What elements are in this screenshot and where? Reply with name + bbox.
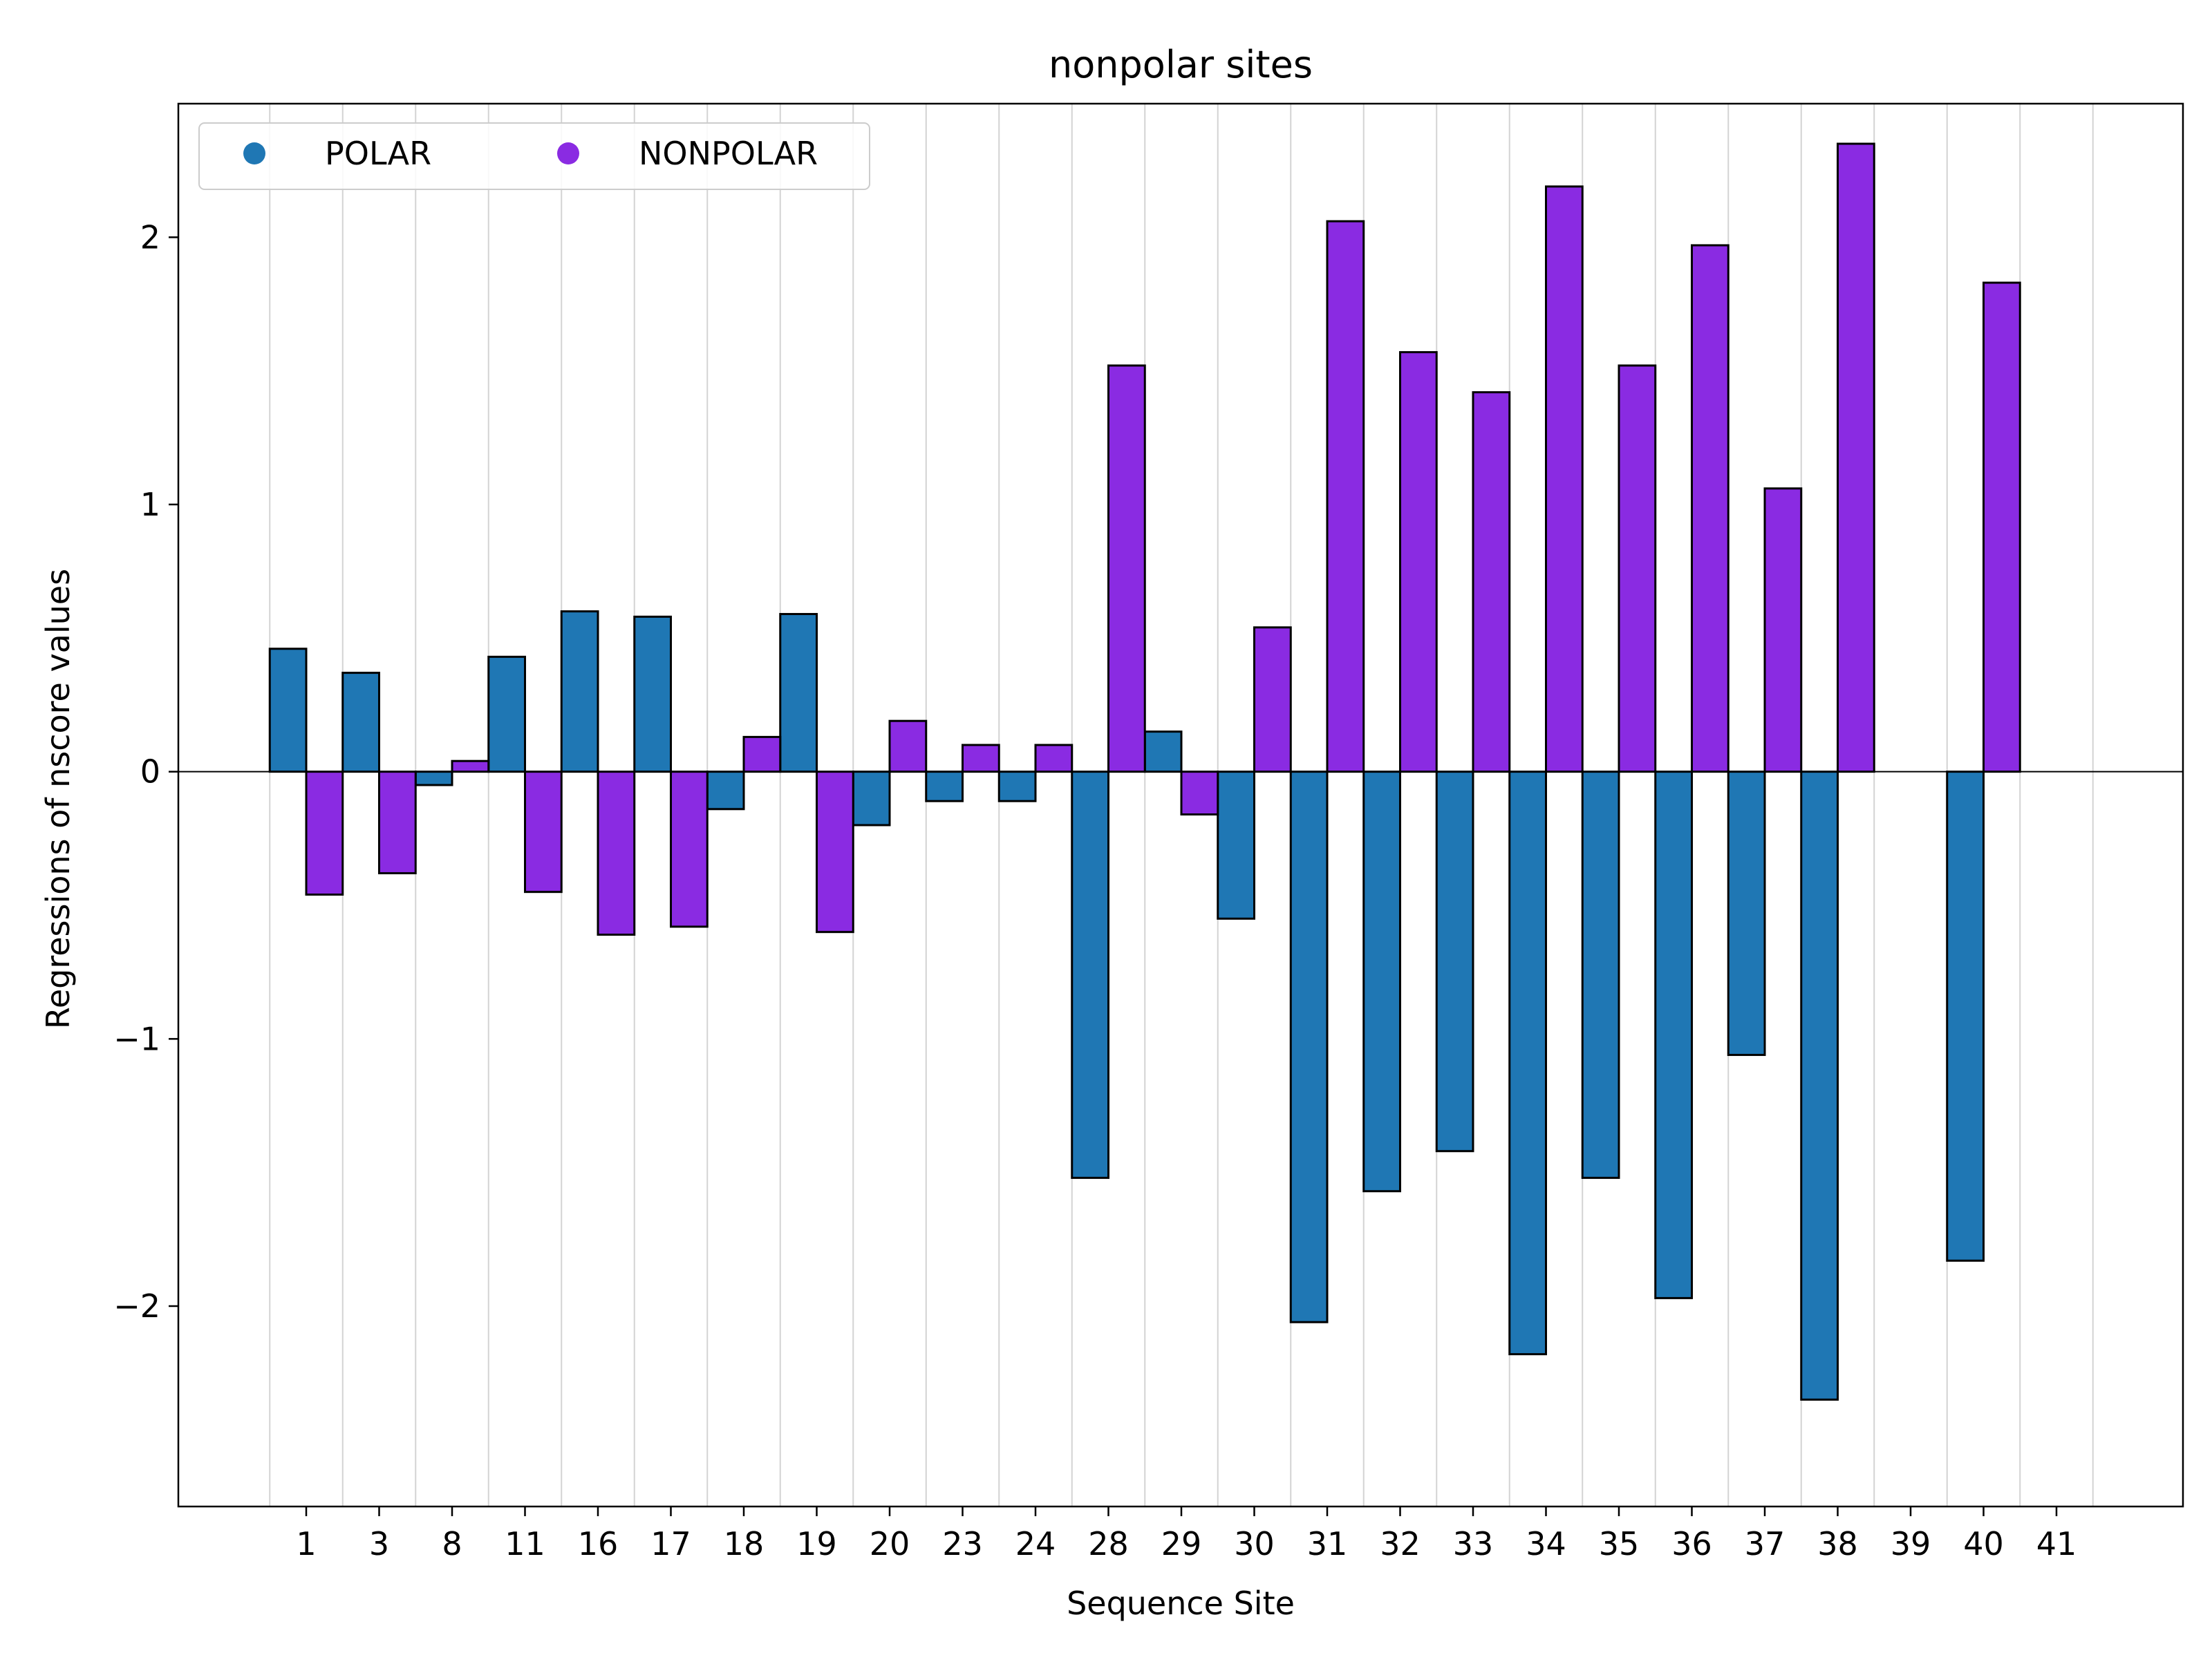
bar-polar-30	[1217, 771, 1255, 920]
x-tick-label: 33	[1453, 1525, 1494, 1562]
y-tick-label: −2	[113, 1287, 160, 1325]
bar-nonpolar-35	[1618, 364, 1657, 773]
x-tick-label: 20	[870, 1525, 910, 1562]
bar-nonpolar-37	[1763, 487, 1803, 773]
bar-polar-32	[1362, 771, 1401, 1193]
x-tick-label: 18	[724, 1525, 765, 1562]
bar-polar-38	[1800, 771, 1839, 1401]
bar-polar-20	[852, 771, 891, 827]
x-tick-label: 3	[369, 1525, 389, 1562]
bar-polar-24	[997, 771, 1037, 802]
bar-nonpolar-11	[524, 771, 563, 894]
bar-nonpolar-40	[1983, 281, 2021, 773]
bar-polar-40	[1946, 771, 1985, 1262]
ticks: 1 3 8 11 16 17 18 19 20 23 24 28 29 30 31 32 33 34 35 36 37 3…	[113, 218, 2077, 1562]
y-tick-label: 2	[140, 218, 160, 256]
x-tick-label: 17	[650, 1525, 691, 1562]
x-tick-label: 36	[1671, 1525, 1712, 1562]
chart-title: nonpolar sites	[1049, 43, 1313, 86]
bar-polar-11	[487, 655, 526, 773]
bar-polar-33	[1435, 771, 1474, 1153]
bar-nonpolar-17	[670, 771, 709, 928]
bar-polar-31	[1289, 771, 1329, 1323]
bar-nonpolar-24	[1034, 744, 1074, 773]
legend-label-nonpolar: NONPOLAR	[639, 135, 818, 172]
bar-polar-18	[706, 771, 745, 811]
x-tick-label: 40	[1963, 1525, 2004, 1562]
y-tick-label: 1	[140, 486, 160, 523]
bar-polar-34	[1508, 771, 1547, 1356]
bar-nonpolar-33	[1472, 391, 1511, 773]
bar-nonpolar-3	[378, 771, 417, 875]
x-tick-label: 35	[1599, 1525, 1640, 1562]
x-tick-label: 19	[796, 1525, 837, 1562]
y-tick-label: −1	[113, 1020, 160, 1057]
bar-nonpolar-36	[1691, 244, 1730, 773]
legend-marker-polar	[243, 142, 265, 164]
bar-polar-1	[268, 648, 308, 773]
bar-nonpolar-8	[451, 759, 490, 773]
x-tick-label: 30	[1234, 1525, 1275, 1562]
x-tick-label: 29	[1161, 1525, 1202, 1562]
bar-nonpolar-31	[1326, 220, 1365, 773]
legend-label-polar: POLAR	[325, 135, 431, 172]
bar-nonpolar-16	[597, 771, 636, 936]
bar-polar-3	[341, 672, 380, 773]
x-tick-label: 28	[1088, 1525, 1129, 1562]
bar-polar-23	[925, 771, 964, 802]
x-tick-label: 38	[1817, 1525, 1858, 1562]
bar-nonpolar-20	[888, 719, 928, 773]
x-tick-label: 41	[2036, 1525, 2077, 1562]
x-tick-label: 39	[1891, 1525, 1931, 1562]
x-axis-label: Sequence Site	[1067, 1585, 1295, 1622]
legend-marker-nonpolar	[557, 142, 579, 164]
bar-polar-37	[1727, 771, 1766, 1057]
x-tick-label: 34	[1526, 1525, 1566, 1562]
x-tick-label: 37	[1745, 1525, 1785, 1562]
bar-polar-8	[414, 771, 453, 786]
legend-box	[198, 122, 870, 190]
bar-nonpolar-28	[1107, 364, 1146, 773]
bar-polar-29	[1143, 730, 1183, 773]
legend: POLAR NONPOLAR	[198, 122, 870, 190]
y-axis-label: Regressions of nscore values	[39, 569, 77, 1029]
bar-nonpolar-23	[962, 744, 1000, 773]
bar-nonpolar-30	[1253, 626, 1292, 773]
bar-polar-16	[560, 610, 599, 773]
bar-polar-17	[633, 615, 672, 773]
x-tick-label: 32	[1380, 1525, 1421, 1562]
x-tick-label: 8	[442, 1525, 462, 1562]
bar-nonpolar-19	[816, 771, 854, 934]
bar-nonpolar-32	[1399, 351, 1438, 773]
bar-nonpolar-29	[1180, 771, 1219, 816]
bar-nonpolar-38	[1837, 142, 1875, 773]
bar-nonpolar-1	[305, 771, 344, 896]
x-tick-label: 23	[942, 1525, 983, 1562]
bar-polar-19	[779, 613, 818, 773]
bar-polar-36	[1654, 771, 1693, 1299]
x-tick-label: 24	[1015, 1525, 1056, 1562]
x-tick-label: 11	[505, 1525, 545, 1562]
bar-nonpolar-34	[1545, 185, 1584, 773]
bar-polar-28	[1071, 771, 1109, 1179]
bar-nonpolar-18	[742, 735, 782, 773]
x-tick-label: 1	[296, 1525, 316, 1562]
bar-polar-35	[1581, 771, 1620, 1179]
y-tick-label: 0	[140, 753, 160, 791]
x-tick-label: 31	[1307, 1525, 1348, 1562]
x-tick-label: 16	[578, 1525, 619, 1562]
